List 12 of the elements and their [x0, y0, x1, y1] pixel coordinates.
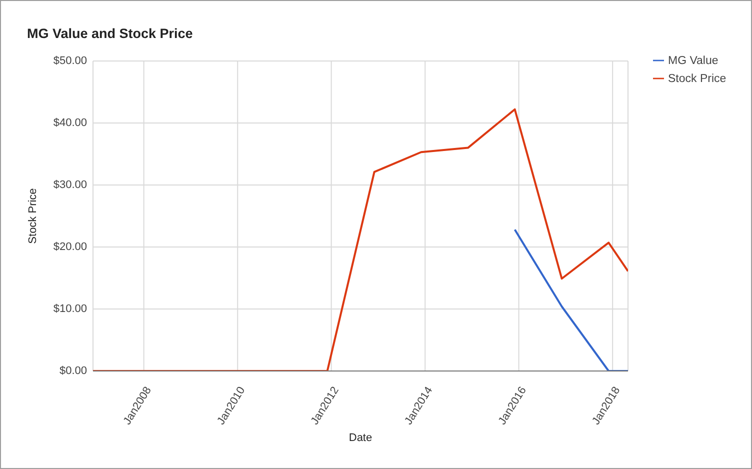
- y-tick-label: $40.00: [53, 117, 87, 129]
- y-tick-label: $50.00: [53, 55, 87, 67]
- legend-label: MG Value: [668, 55, 718, 67]
- y-tick-label: $20.00: [53, 241, 87, 253]
- y-axis-title: Stock Price: [26, 188, 39, 244]
- line-series: [93, 108, 628, 371]
- x-axis-title: Date: [348, 432, 372, 444]
- y-tick-label: $30.00: [53, 179, 87, 191]
- y-tick-label: $10.00: [53, 303, 87, 315]
- chart-title: MG Value and Stock Price: [27, 26, 193, 41]
- legend-label: Stock Price: [668, 73, 726, 85]
- y-tick-label: $0.00: [59, 365, 87, 377]
